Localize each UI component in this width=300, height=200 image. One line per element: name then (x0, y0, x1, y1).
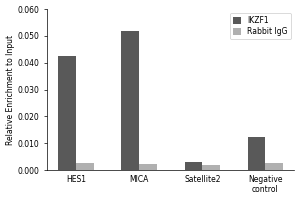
Bar (184, 162, 202, 170)
Bar (248, 137, 266, 170)
Bar (76, 163, 94, 170)
Bar (139, 164, 157, 170)
Bar (202, 165, 220, 170)
Bar (121, 31, 139, 170)
Legend: IKZF1, Rabbit IgG: IKZF1, Rabbit IgG (230, 13, 291, 39)
Bar (58, 56, 76, 170)
Y-axis label: Relative Enrichment to Input: Relative Enrichment to Input (6, 35, 15, 145)
Bar (266, 163, 283, 170)
